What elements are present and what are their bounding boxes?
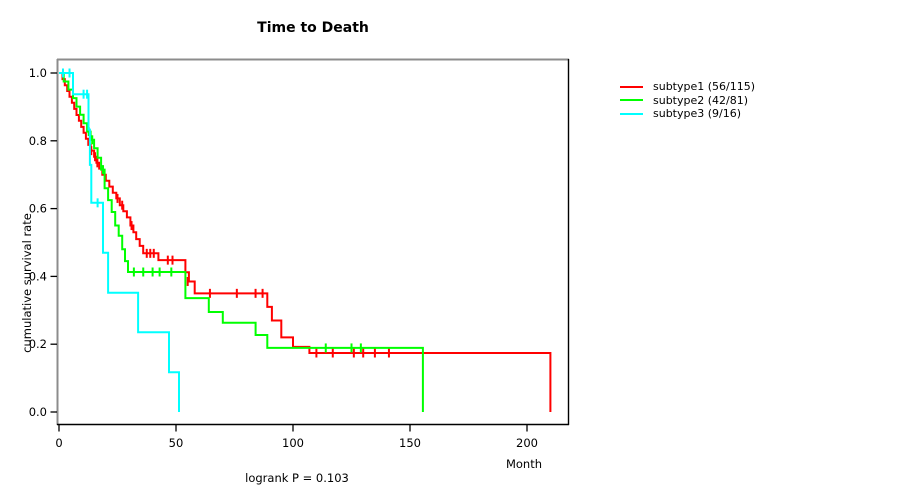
x-axis-label: Month: [505, 457, 542, 471]
plot-frame: [56, 58, 570, 426]
x-tick-label: 200: [516, 436, 538, 450]
x-axis-ticks: 0 50 100 150 200: [55, 425, 538, 450]
legend-item-subtype1: subtype1 (56/115): [620, 80, 755, 94]
y-tick-label: 0.4: [29, 269, 47, 283]
censor-marks-subtype3: [61, 68, 99, 208]
legend-swatch-subtype1: [620, 85, 643, 88]
censor-marks-subtype2: [87, 127, 362, 353]
survival-curve-subtype1: [59, 72, 552, 412]
survival-curve-subtype2: [59, 72, 424, 412]
legend-item-subtype2: subtype2 (42/81): [620, 94, 755, 108]
censor-marks-subtype1: [90, 146, 390, 358]
y-tick-label: 0.8: [29, 134, 47, 148]
x-tick-label: 150: [399, 436, 421, 450]
legend-item-subtype3: subtype3 (9/16): [620, 107, 755, 121]
chart-title: Time to Death: [257, 20, 369, 36]
y-tick-label: 1.0: [29, 66, 47, 80]
legend-label: subtype1 (56/115): [653, 80, 756, 94]
legend-label: subtype3 (9/16): [653, 107, 742, 121]
legend-swatch-subtype3: [620, 112, 643, 115]
legend-swatch-subtype2: [620, 99, 643, 102]
y-tick-label: 0.6: [29, 202, 47, 216]
x-tick-label: 50: [169, 436, 184, 450]
survival-curve-subtype3: [59, 72, 180, 412]
legend: subtype1 (56/115) subtype2 (42/81) subtype…: [620, 80, 755, 121]
legend-label: subtype2 (42/81): [653, 93, 749, 107]
logrank-annotation: logrank P = 0.103: [245, 471, 349, 485]
y-tick-label: 0.0: [29, 405, 47, 419]
y-axis-ticks: 0.0 0.2 0.4 0.6 0.8 1.0: [29, 66, 57, 419]
x-tick-label: 100: [282, 436, 304, 450]
y-tick-label: 0.2: [29, 337, 47, 351]
x-tick-label: 0: [55, 436, 62, 450]
